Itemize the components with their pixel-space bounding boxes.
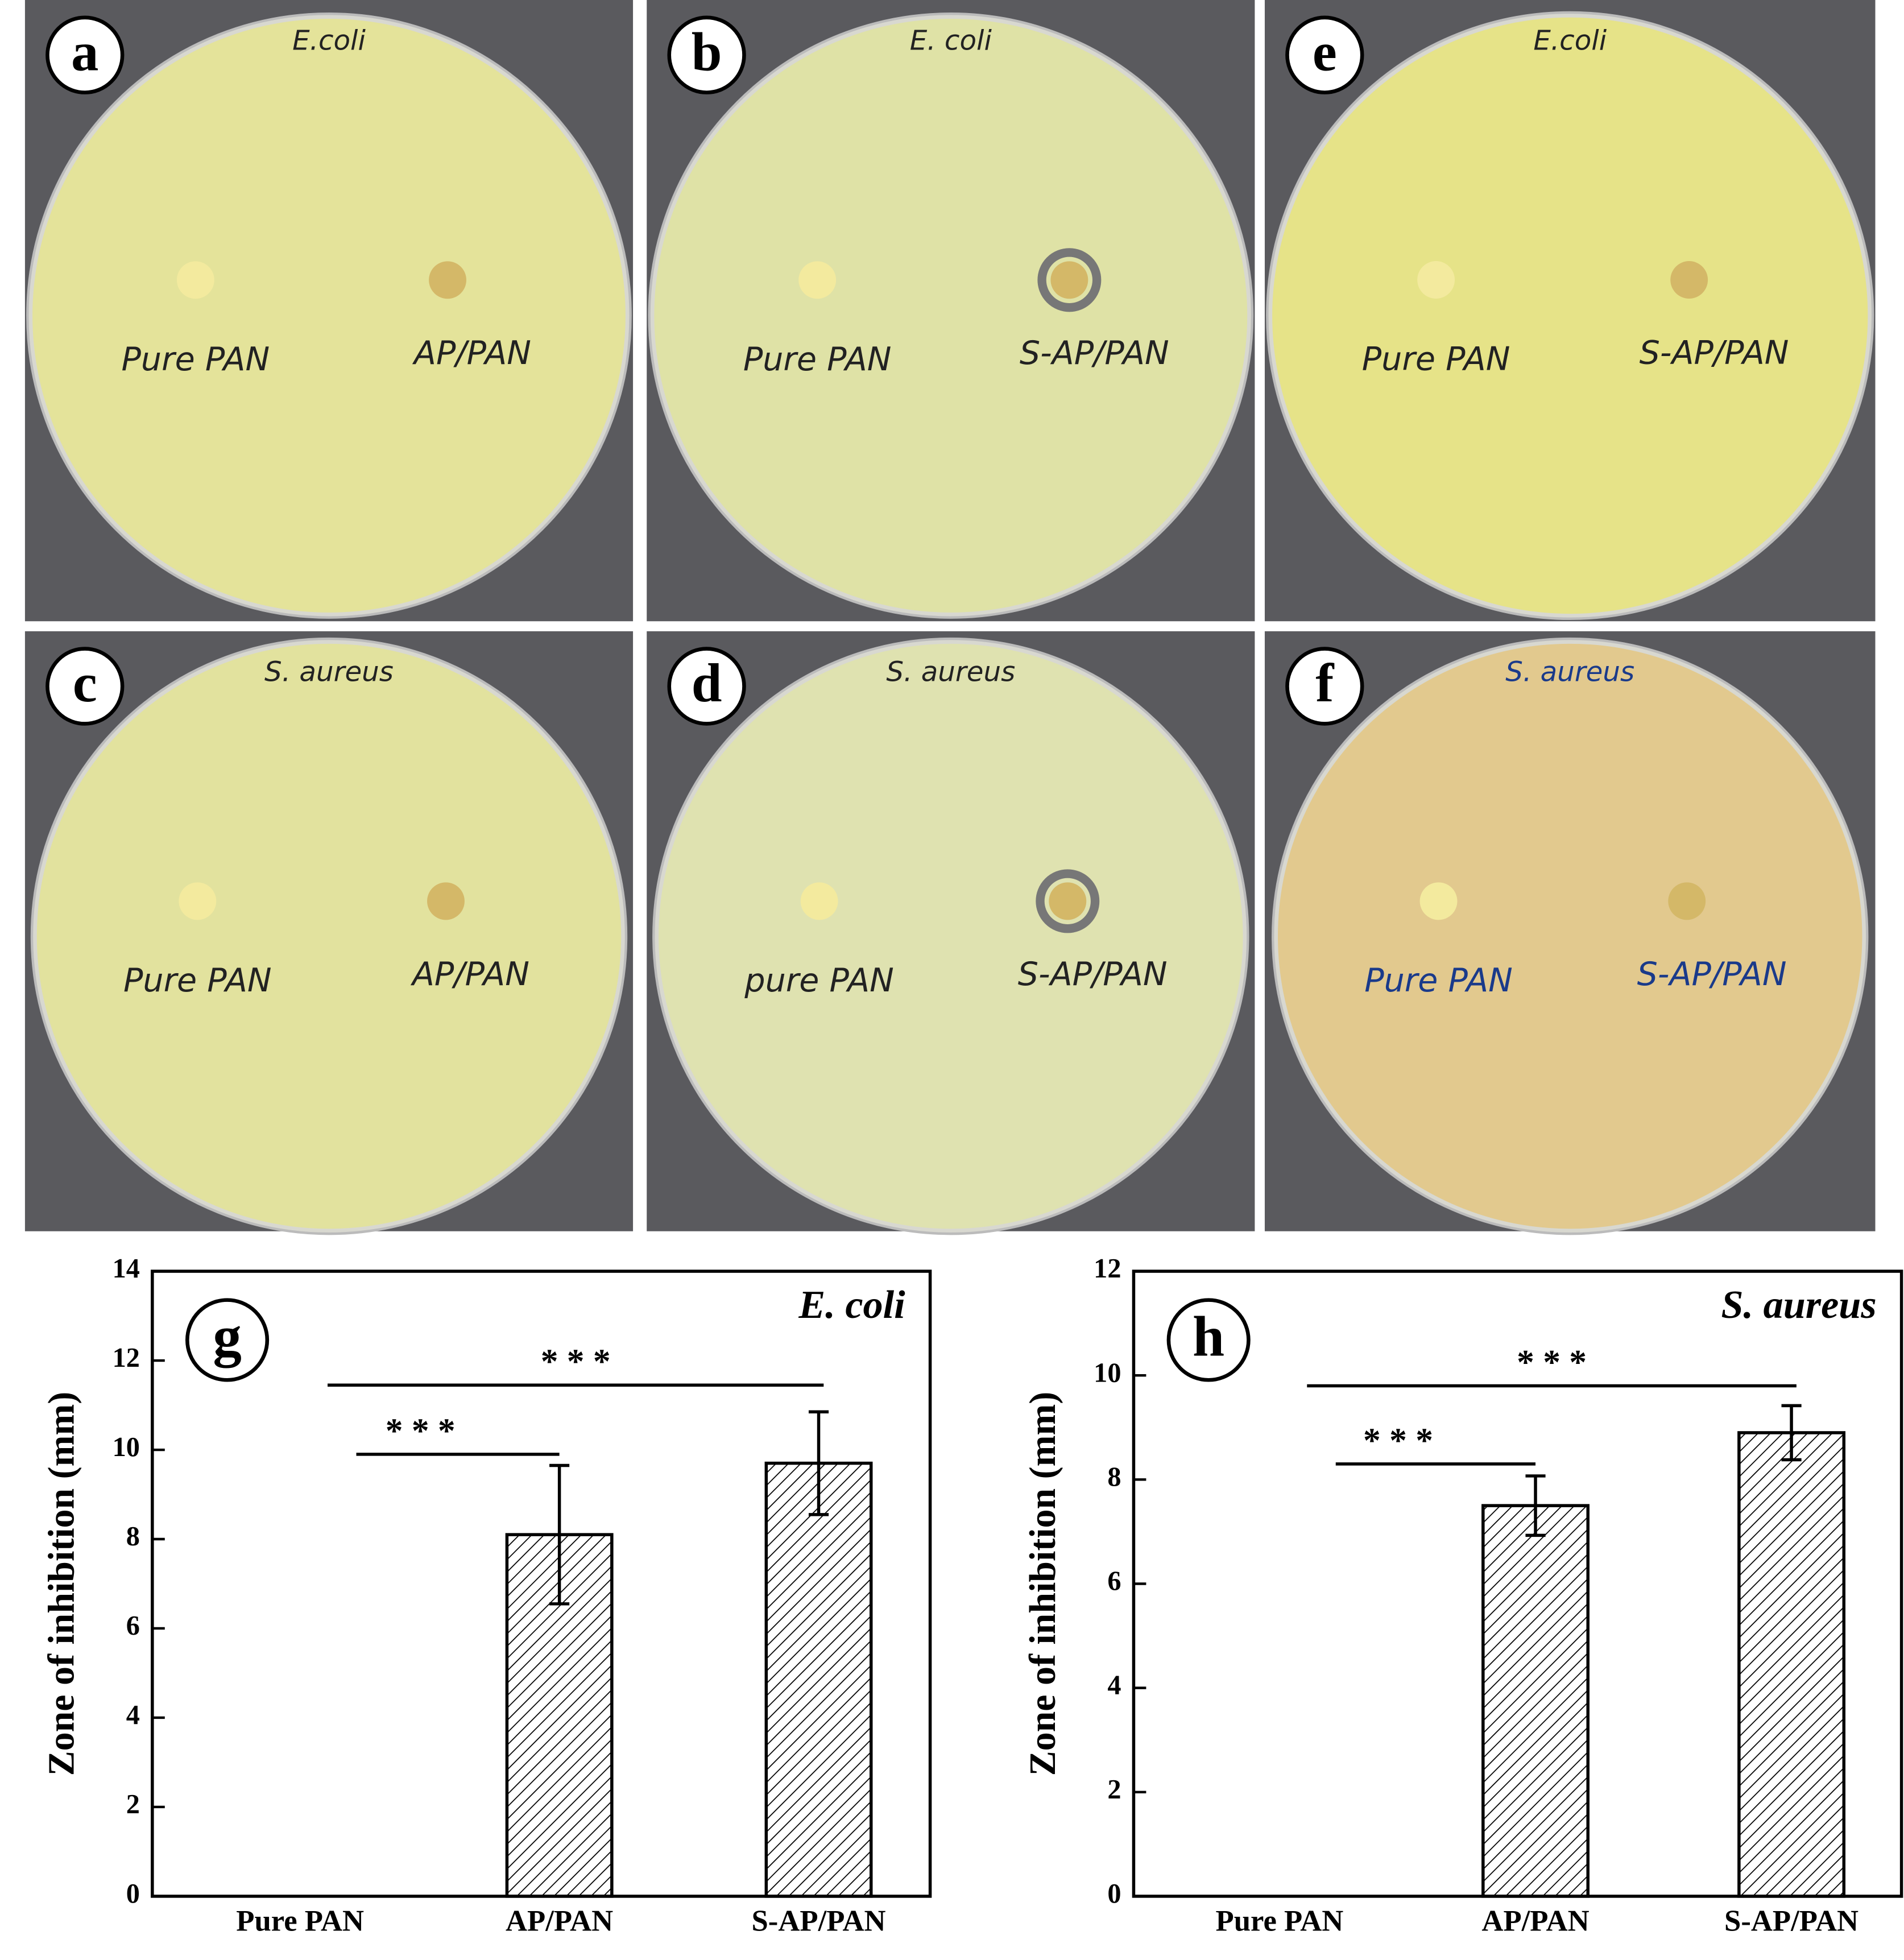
y-axis-title: Zone of inhibition (mm) [40,1392,82,1776]
petri-dish [1272,17,1868,614]
sample-label: S-AP/PAN [1018,956,1168,993]
plate-label: E. coli [910,25,992,57]
significance-label: * * * [541,1342,611,1381]
petri-dish [32,18,626,613]
panel-letter-badge [1285,647,1364,726]
sample-disc [427,882,465,920]
sample-disc [1668,882,1706,920]
panel-letter-badge [1166,1298,1251,1382]
panel-letter: d [692,652,722,713]
x-tick-label: S-AP/PAN [1724,1904,1859,1937]
sample-label: Pure PAN [743,341,892,378]
plot-frame [151,1270,932,1898]
y-tick-label: 14 [113,1254,140,1284]
panel-letter: h [1193,1304,1224,1368]
y-tick-label: 0 [1107,1879,1121,1909]
panel-letter: a [71,21,98,82]
sample-disc [429,261,466,299]
sample-label: Pure PAN [1362,340,1510,378]
plate-label: S. aureus [1505,656,1634,688]
sample-label: pure PAN [744,962,893,999]
y-tick-label: 2 [1107,1775,1121,1805]
sample-label: Pure PAN [1364,962,1513,999]
y-tick-label: 10 [1094,1358,1121,1388]
y-tick-label: 4 [126,1700,140,1730]
y-tick-label: 6 [126,1611,140,1641]
y-tick-label: 12 [1094,1254,1121,1284]
sample-disc [1049,882,1087,920]
bar [764,1461,873,1898]
y-tick-label: 0 [126,1879,140,1909]
x-tick-label: S-AP/PAN [752,1904,886,1937]
sample-label: S-AP/PAN [1020,334,1169,372]
y-tick-label: 8 [1107,1462,1121,1492]
sample-disc [176,261,214,299]
y-tick-label: 10 [113,1432,140,1462]
plate-label: E.coli [1533,25,1607,57]
sample-disc [798,261,837,299]
bar [1481,1504,1590,1898]
significance-label: * * * [1517,1343,1587,1382]
panel-letter-badge [667,15,746,94]
panel-letter: b [692,21,722,82]
sample-disc [1050,261,1088,299]
plate-label: S. aureus [264,656,394,688]
panel-letter-badge [185,1298,270,1382]
plate-label: E.coli [292,25,366,57]
sample-label: AP/PAN [412,334,531,372]
panel-letter-badge [667,647,746,726]
panel-letter: g [213,1304,241,1368]
sample-label: Pure PAN [123,962,272,999]
panel-letter: e [1313,21,1337,82]
sample-label: Pure PAN [122,341,270,378]
petri-dish [659,643,1243,1229]
panel-letter-badge [45,15,125,94]
y-axis-title: Zone of inhibition (mm) [1022,1392,1063,1776]
x-tick-label: AP/PAN [1481,1904,1589,1937]
significance-label: * * * [386,1412,456,1450]
bar [1737,1431,1846,1898]
sample-label: S-AP/PAN [1640,334,1789,371]
chart-annotation: S. aureus [1721,1283,1876,1327]
x-tick-label: AP/PAN [506,1904,613,1937]
petri-dish [1278,643,1862,1229]
plot-frame [1132,1270,1903,1898]
y-tick-label: 8 [126,1521,140,1552]
sample-disc [800,882,838,920]
sample-disc [1670,261,1708,299]
y-tick-label: 2 [126,1789,140,1820]
inhibition-zone [1037,248,1102,312]
petri-dish [654,18,1248,613]
petri-dish [36,643,622,1229]
panel-letter-badge [1285,15,1364,94]
inhibition-zone [1036,869,1100,933]
x-tick-label: Pure PAN [1216,1904,1344,1937]
panel-letter-badge [45,647,125,726]
sample-disc [1419,882,1458,920]
y-tick-label: 6 [1107,1566,1121,1597]
y-tick-label: 12 [113,1343,140,1373]
sample-disc [1417,261,1455,299]
panel-letter: c [73,652,97,713]
sample-disc [179,882,217,920]
significance-label: * * * [1363,1421,1433,1460]
panel-letter: f [1315,652,1335,713]
chart-annotation: E. coli [798,1283,905,1327]
plate-label: S. aureus [886,656,1015,688]
y-tick-label: 4 [1107,1670,1121,1701]
x-tick-label: Pure PAN [236,1904,364,1937]
sample-label: S-AP/PAN [1637,956,1787,993]
sample-label: AP/PAN [410,956,529,993]
